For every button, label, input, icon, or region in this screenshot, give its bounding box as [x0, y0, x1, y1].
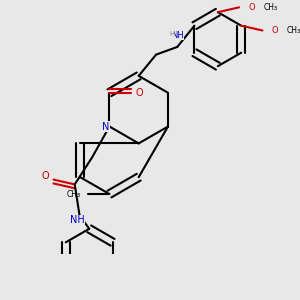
Text: H: H: [169, 32, 174, 38]
Text: CH₃: CH₃: [66, 190, 80, 199]
Text: N: N: [102, 122, 109, 131]
Text: NH: NH: [171, 31, 184, 40]
Text: O: O: [42, 171, 50, 181]
Text: NH: NH: [70, 215, 85, 225]
Text: CH₃: CH₃: [286, 26, 300, 35]
Text: CH₃: CH₃: [263, 3, 277, 12]
Text: O: O: [272, 26, 278, 35]
Text: O: O: [136, 88, 143, 98]
Text: O: O: [248, 3, 255, 12]
